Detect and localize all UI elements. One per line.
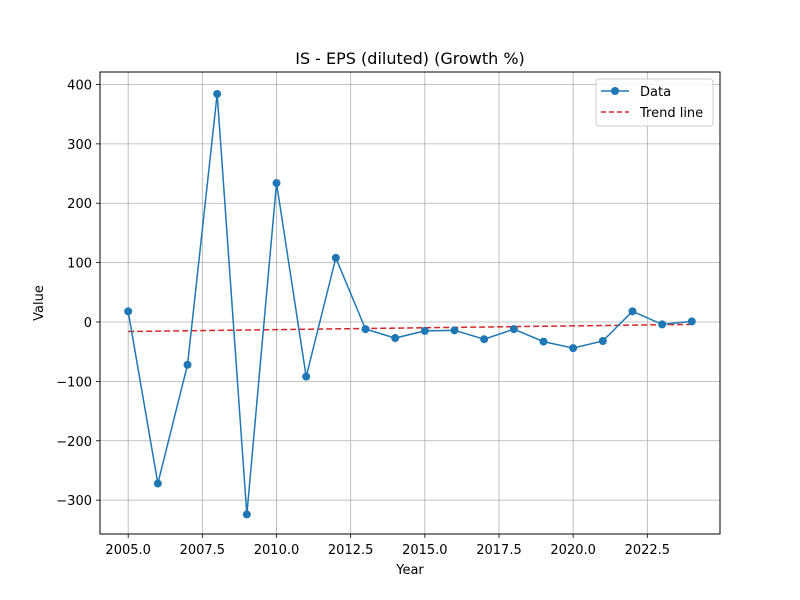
legend-data-label: Data <box>640 85 671 100</box>
y-tick-label: 200 <box>67 197 92 212</box>
trend-line <box>128 323 692 333</box>
y-tick-label: −100 <box>56 375 92 390</box>
grid <box>100 72 720 534</box>
legend-data-marker <box>611 87 619 95</box>
trend-line-series <box>128 323 692 333</box>
x-tick-label: 2020.0 <box>550 543 596 558</box>
chart-title: IS - EPS (diluted) (Growth %) <box>295 49 525 68</box>
data-point <box>687 317 696 326</box>
data-line <box>127 93 692 515</box>
data-point <box>658 320 667 329</box>
x-tick-label: 2017.5 <box>476 543 522 558</box>
y-tick-label: −300 <box>56 494 92 509</box>
data-point <box>480 335 489 344</box>
x-tick-label: 2015.0 <box>402 543 448 558</box>
data-point <box>539 337 548 346</box>
y-tick-label: −200 <box>56 435 92 450</box>
data-point <box>331 253 340 262</box>
data-point <box>124 307 133 316</box>
y-tick-label: 0 <box>84 316 92 331</box>
data-point <box>183 360 192 369</box>
y-tick-label: 100 <box>67 257 92 272</box>
x-tick-label: 2012.5 <box>328 543 374 558</box>
y-tick-label: 400 <box>67 78 92 93</box>
data-point <box>391 334 400 343</box>
data-point <box>569 344 578 353</box>
x-axis-ticks: 2005.0 2007.5 2010.0 2012.5 2015.0 2017.5 2020… <box>105 534 670 558</box>
x-tick-label: 2022.5 <box>625 543 671 558</box>
data-point <box>598 337 607 346</box>
data-point <box>509 325 518 334</box>
data-point <box>213 89 222 98</box>
x-tick-label: 2010.0 <box>254 543 300 558</box>
data-point <box>242 510 251 519</box>
x-axis-label: Year <box>395 563 424 578</box>
data-point <box>302 372 311 381</box>
y-axis-ticks: −300 −200 −100 0 100 200 300 400 <box>56 78 100 509</box>
data-point <box>272 179 281 188</box>
x-tick-label: 2007.5 <box>180 543 226 558</box>
x-tick-label: 2005.0 <box>105 543 151 558</box>
legend: Data Trend line <box>595 78 714 127</box>
legend-trend-label: Trend line <box>639 106 703 121</box>
data-point <box>153 479 162 488</box>
data-series <box>124 89 696 519</box>
plot-area-frame <box>99 71 721 535</box>
data-point <box>628 307 637 316</box>
y-tick-label: 300 <box>67 138 92 153</box>
y-axis-label: Value <box>32 285 47 321</box>
data-point <box>450 326 459 335</box>
data-point <box>361 325 370 334</box>
data-point <box>420 326 429 335</box>
